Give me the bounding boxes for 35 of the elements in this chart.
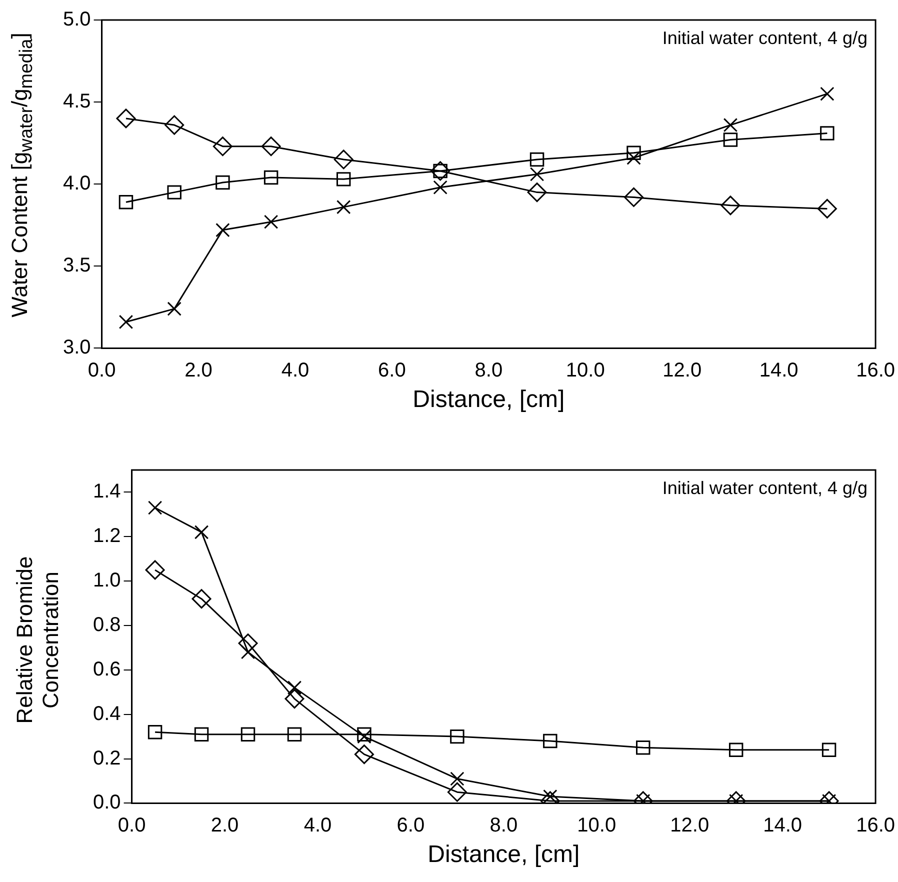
x-tick-label: 12.0 [662,360,702,382]
x-axis-title: Distance, [cm] [428,841,580,868]
y-tick-label: 1.0 [92,570,121,592]
x-tick-label: 2.0 [184,360,212,382]
y-tick-label: 3.0 [62,336,91,359]
y-tick-label: 3.5 [62,254,91,277]
x-tick-label: 6.0 [396,814,425,837]
x-tick-label: 16.0 [856,814,896,837]
x-tick-label: 4.0 [304,814,332,837]
y-axis-title: Relative Bromide Concentration [12,555,64,726]
x-tick-label: 16.0 [856,360,896,382]
x-axis-title: Distance, [cm] [412,386,565,414]
y-tick-label: 5.0 [62,8,91,31]
x-tick-label: 10.0 [566,360,605,382]
x-tick-label: 0.0 [118,814,146,837]
y-tick-label: 4.0 [62,172,91,195]
x-tick-label: 6.0 [378,360,406,382]
x-tick-label: 14.0 [759,360,798,382]
y-tick-label: 0.4 [92,702,121,725]
y-tick-label: 0.2 [92,747,121,770]
y-tick-label: 0.6 [92,658,121,680]
y-tick-label: 1.4 [92,480,121,503]
annotation: Initial water content, 4 g/g [662,28,868,48]
x-tick-label: 14.0 [763,814,802,837]
x-tick-label: 2.0 [210,814,239,837]
y-tick-label: 0.0 [92,792,121,814]
x-tick-label: 10.0 [577,814,616,837]
x-tick-label: 8.0 [474,360,503,382]
annotation: Initial water content, 4 g/g [662,478,868,498]
y-tick-label: 4.5 [62,90,91,113]
x-tick-label: 12.0 [670,814,710,837]
y-tick-label: 1.2 [92,525,121,548]
y-tick-label: 0.8 [92,614,121,636]
x-tick-label: 8.0 [490,814,518,837]
x-tick-label: 4.0 [281,360,310,382]
